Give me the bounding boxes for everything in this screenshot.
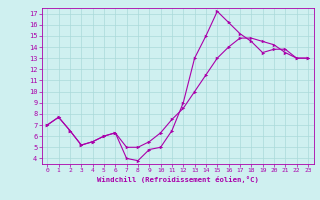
X-axis label: Windchill (Refroidissement éolien,°C): Windchill (Refroidissement éolien,°C) <box>97 176 259 183</box>
